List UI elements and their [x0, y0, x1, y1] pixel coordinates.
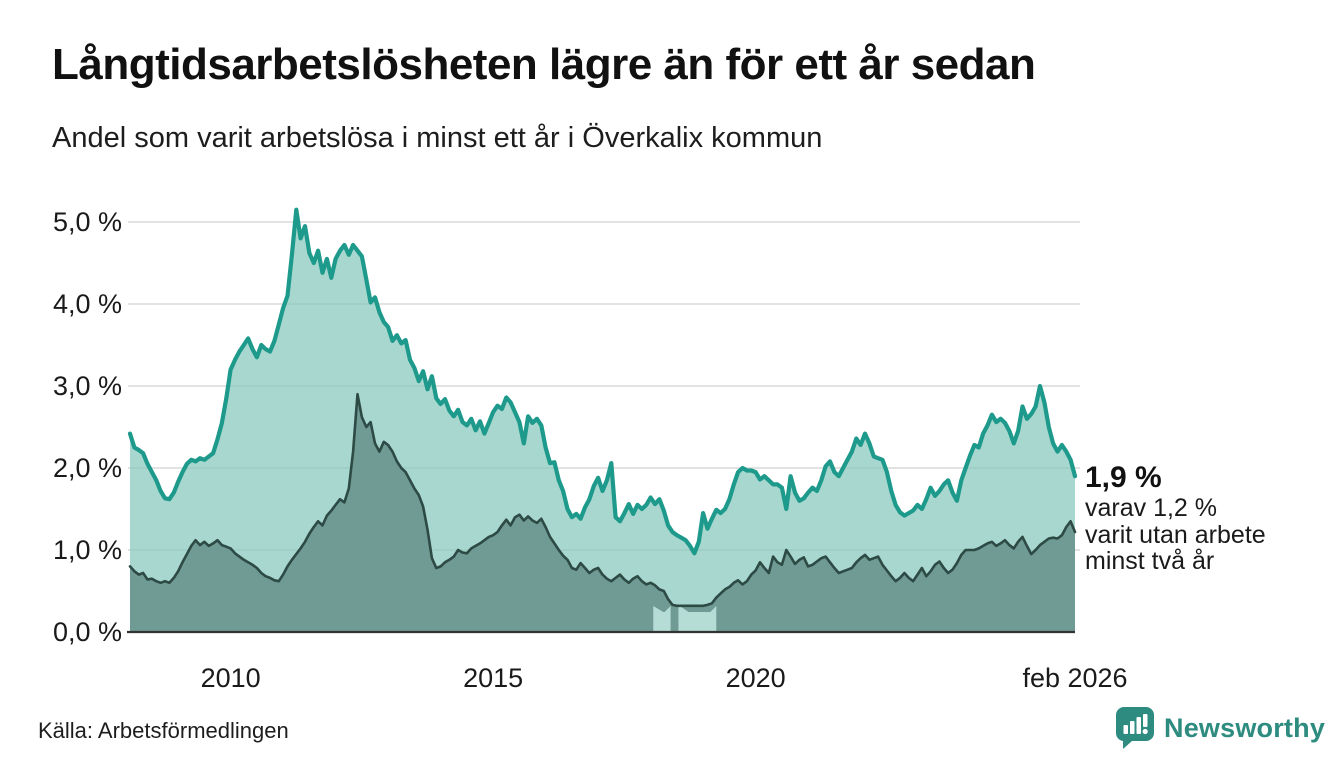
x-tick-label: feb 2026 [1022, 663, 1127, 693]
chart-subtitle: Andel som varit arbetslösa i minst ett å… [52, 122, 823, 154]
page-title: Långtidsarbetslösheten lägre än för ett … [52, 40, 1036, 89]
y-tick-label: 4,0 % [53, 289, 122, 319]
y-tick-label: 2,0 % [53, 453, 122, 483]
annotation-line-2: varit utan arbete [1085, 520, 1266, 549]
x-tick-label: 2010 [201, 663, 261, 693]
newsworthy-logo-text: Newsworthy [1164, 712, 1326, 743]
annotation-line-3: minst två år [1085, 547, 1215, 575]
annotation-line-1: varav 1,2 % [1085, 494, 1218, 522]
newsworthy-brand: Newsworthy [1115, 706, 1325, 750]
y-tick-label: 1,0 % [53, 535, 122, 565]
annotation-value: 1,9 % [1085, 461, 1162, 494]
newsworthy-logo-icon [1115, 707, 1154, 749]
end-value-annotation: 1,9 % varav 1,2 % varit utan arbete mins… [1085, 461, 1335, 575]
x-tick-label: 2015 [463, 663, 523, 693]
y-tick-label: 0,0 % [53, 617, 122, 647]
x-tick-label: 2020 [726, 663, 786, 693]
y-tick-label: 3,0 % [53, 371, 122, 401]
source-note: Källa: Arbetsförmedlingen [38, 718, 289, 743]
y-tick-label: 5,0 % [53, 207, 122, 237]
